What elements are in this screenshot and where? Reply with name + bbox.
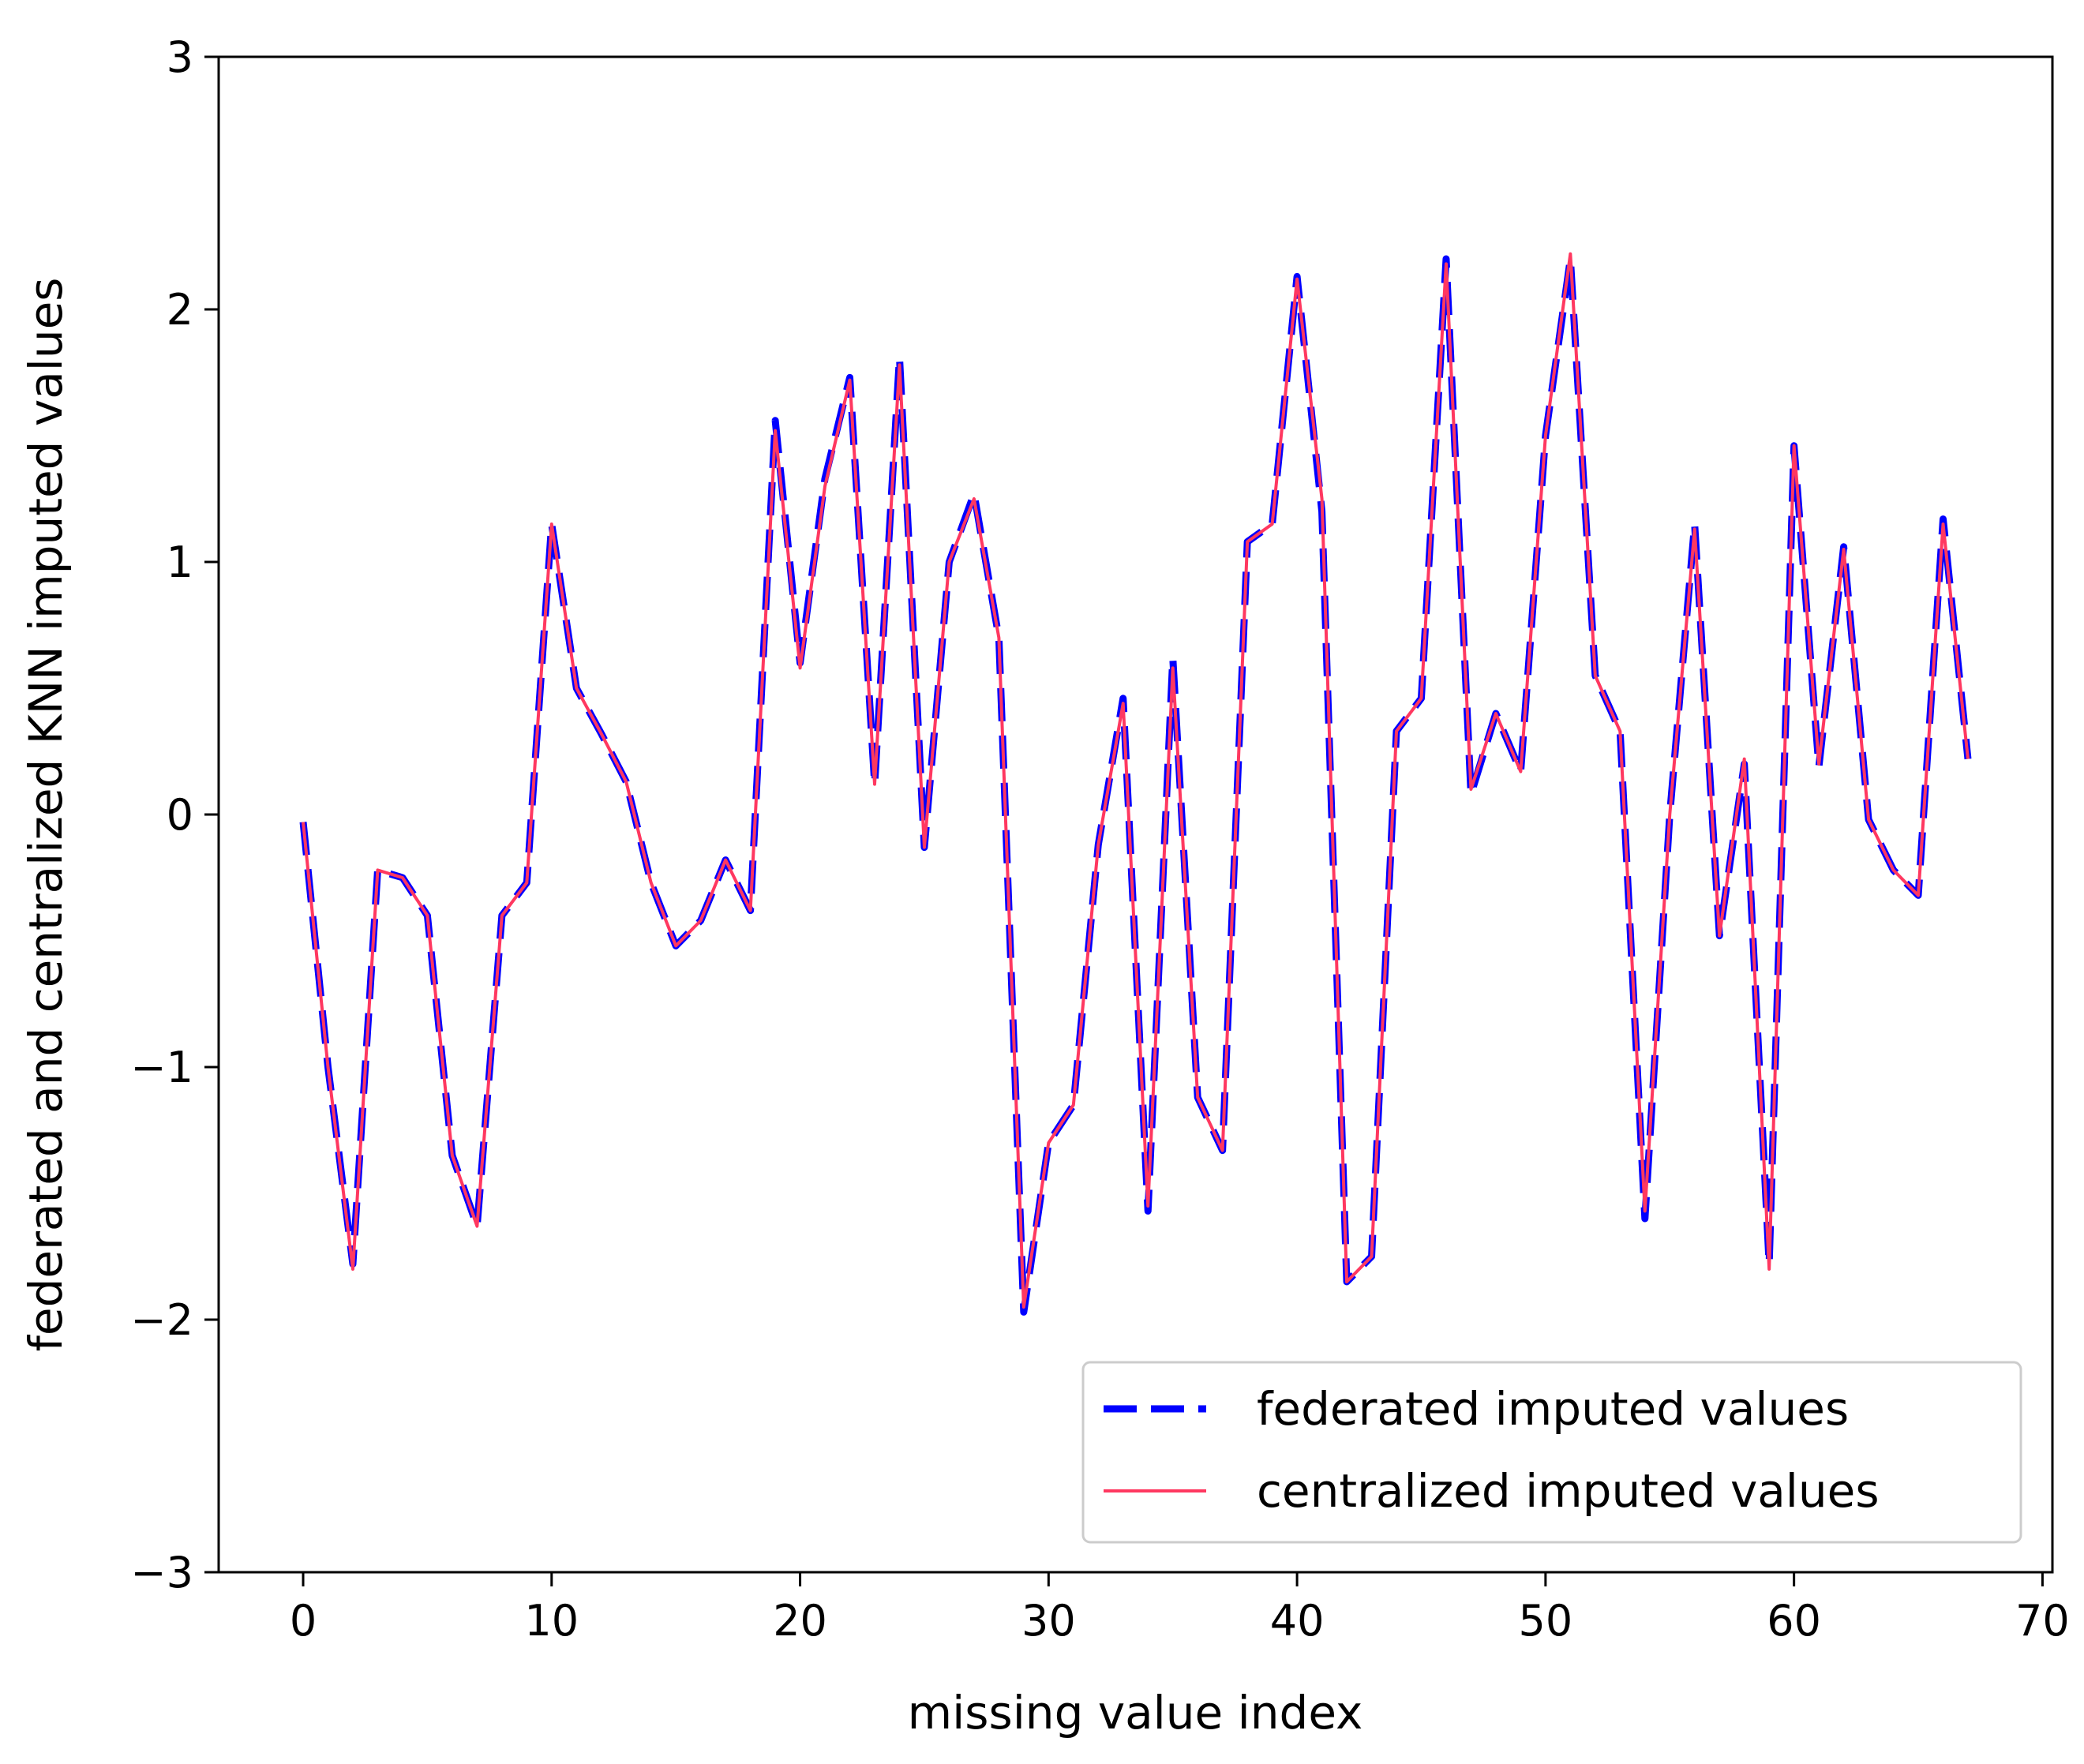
y-tick-label: −3 [130,1548,193,1597]
x-tick-label: 40 [1270,1596,1325,1646]
y-tick-label: −2 [130,1295,193,1345]
series-layer [299,252,1972,1316]
y-tick-label: −1 [130,1043,193,1092]
x-axis-ticks: 0 10 20 30 40 50 60 70 [290,1572,2070,1646]
x-tick-label: 20 [773,1596,827,1646]
legend-box [1081,1361,2022,1544]
series-line-centralized [302,252,1970,1309]
x-tick-label: 60 [1767,1596,1821,1646]
x-tick-label: 0 [290,1596,317,1646]
y-tick-label: 0 [167,790,193,840]
x-axis-title: missing value index [908,1686,1363,1740]
y-tick-label: 3 [167,32,193,82]
y-tick-label: 1 [167,537,193,587]
legend-centralized-label: centralized imputed values [1257,1464,1880,1518]
legend-federated-label: federated imputed values [1257,1382,1849,1436]
x-tick-label: 10 [524,1596,579,1646]
x-tick-label: 30 [1021,1596,1076,1646]
y-axis-title: federated and centralized KNN imputed va… [19,277,73,1351]
x-tick-label: 70 [2015,1596,2070,1646]
y-tick-label: 2 [167,285,193,335]
y-axis-ticks: −3 −2 −1 0 1 2 3 [130,32,219,1597]
legend: federated imputed values centralized imp… [1081,1361,2022,1544]
x-tick-label: 50 [1519,1596,1573,1646]
